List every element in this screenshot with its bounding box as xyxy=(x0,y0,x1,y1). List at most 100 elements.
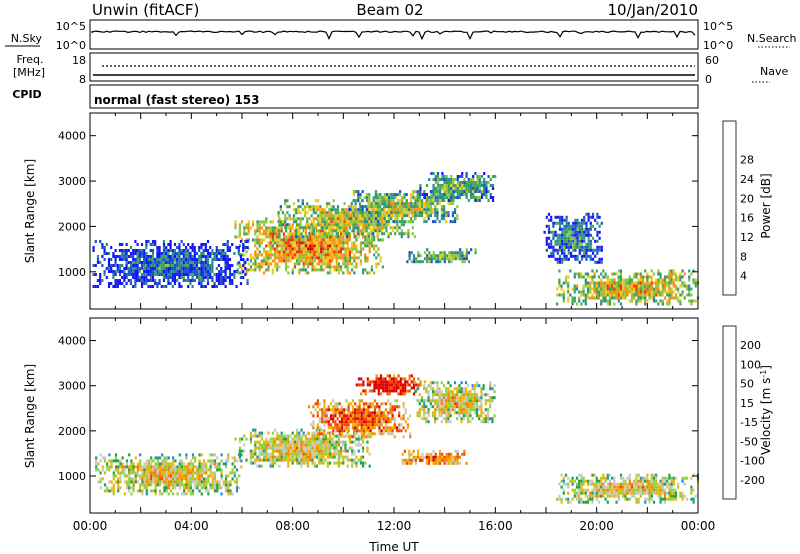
power-cell-5 xyxy=(202,261,205,264)
velocity-cell-0 xyxy=(280,431,283,435)
velocity-cell-2 xyxy=(404,377,407,381)
power-cell-5 xyxy=(220,270,223,273)
velocity-cell-5 xyxy=(560,473,563,477)
power-cell-6 xyxy=(574,218,577,222)
power-cell-0 xyxy=(329,256,332,260)
velocity-cell-5 xyxy=(602,494,605,498)
power-cell-5 xyxy=(224,279,227,282)
power-cell-2 xyxy=(385,196,388,200)
power-cell-0 xyxy=(254,253,257,257)
power-cell-4 xyxy=(448,257,451,261)
velocity-cell-0 xyxy=(291,437,294,441)
power-cell-7 xyxy=(661,278,664,282)
power-cell-1 xyxy=(317,214,320,218)
power-cell-6 xyxy=(580,218,584,222)
power-cell-5 xyxy=(149,261,152,264)
power-cell-6 xyxy=(583,251,586,255)
power-ytick-label: 4000 xyxy=(58,130,86,143)
power-cell-0 xyxy=(293,262,296,266)
power-cell-7 xyxy=(580,302,583,306)
power-cell-7 xyxy=(650,269,653,273)
power-cell-7 xyxy=(681,269,684,273)
power-cell-5 xyxy=(200,252,203,255)
power-cell-7 xyxy=(677,296,680,300)
power-cell-7 xyxy=(586,272,590,276)
velocity-cell-1 xyxy=(398,411,401,415)
velocity-cell-1 xyxy=(369,423,372,427)
power-cell-7 xyxy=(600,278,603,282)
power-cell-1 xyxy=(308,205,311,209)
velocity-cell-1 xyxy=(349,414,352,418)
power-cell-0 xyxy=(238,235,241,239)
power-cell-0 xyxy=(304,235,307,239)
velocity-cell-4 xyxy=(473,393,476,397)
power-cell-2 xyxy=(368,193,371,197)
velocity-cell-5 xyxy=(602,473,605,477)
power-cell-5 xyxy=(123,252,126,255)
power-cell-7 xyxy=(626,278,629,282)
velocity-cell-0 xyxy=(293,446,296,450)
power-cell-7 xyxy=(626,287,629,291)
power-cell-0 xyxy=(322,247,325,251)
power-cell-3 xyxy=(450,181,453,184)
velocity-cell-4 xyxy=(449,396,452,400)
power-cell-0 xyxy=(252,256,255,260)
power-cell-0 xyxy=(326,244,329,248)
power-cell-0 xyxy=(300,247,303,251)
velocity-cell-5 xyxy=(613,482,616,486)
power-cell-2 xyxy=(410,205,413,209)
power-cell-5 xyxy=(231,243,234,246)
velocity-cell-1 xyxy=(402,417,405,421)
power-cell-2 xyxy=(418,205,421,209)
power-cell-5 xyxy=(176,255,179,258)
velocity-cell-1 xyxy=(409,435,412,439)
power-cell-0 xyxy=(331,241,334,245)
power-cell-2 xyxy=(377,199,380,203)
power-cell-3 xyxy=(483,178,486,181)
power-cell-0 xyxy=(256,241,259,245)
power-cell-7 xyxy=(617,284,620,288)
power-cell-3 xyxy=(450,175,453,178)
power-cell-5 xyxy=(140,282,144,285)
power-cell-0 xyxy=(337,250,340,254)
power-cell-0 xyxy=(280,244,283,248)
power-cell-4 xyxy=(415,260,418,264)
power-cell-0 xyxy=(342,253,345,257)
velocity-cell-4 xyxy=(478,399,481,403)
power-cell-2 xyxy=(388,205,391,209)
velocity-cell-0 xyxy=(258,443,261,447)
power-cell-5 xyxy=(233,252,236,255)
velocity-cell-4 xyxy=(447,405,450,409)
power-cell-1 xyxy=(310,208,313,212)
power-cell-7 xyxy=(677,275,680,279)
power-cell-3 xyxy=(476,190,479,193)
power-cell-5 xyxy=(123,273,126,276)
power-cell-5 xyxy=(211,270,214,273)
power-cell-5 xyxy=(162,267,166,270)
power-cell-2 xyxy=(366,196,369,200)
power-cell-3 xyxy=(423,193,426,196)
power-cell-3 xyxy=(419,187,422,190)
power-cell-7 xyxy=(595,287,598,291)
velocity-cell-5 xyxy=(633,494,636,498)
power-cell-4 xyxy=(461,257,464,261)
power-cell-0 xyxy=(247,247,250,251)
power-cell-0 xyxy=(282,250,285,254)
velocity-cell-1 xyxy=(367,405,370,409)
power-cell-7 xyxy=(582,275,585,279)
velocity-cell-5 xyxy=(562,482,565,486)
power-cell-0 xyxy=(366,271,369,275)
power-cell-1 xyxy=(286,205,289,209)
velocity-cell-3 xyxy=(441,455,444,459)
power-cell-5 xyxy=(151,243,155,246)
velocity-cell-4 xyxy=(440,414,443,418)
velocity-cell-5 xyxy=(584,491,587,495)
velocity-cell-5 xyxy=(644,476,647,480)
power-cell-1 xyxy=(343,214,346,218)
power-cell-2 xyxy=(361,208,364,212)
velocity-cell-5 xyxy=(600,488,603,492)
power-cell-0 xyxy=(366,241,369,245)
power-cell-7 xyxy=(595,296,598,300)
velocity-cell-0 xyxy=(296,446,299,450)
power-cell-1 xyxy=(319,211,322,215)
